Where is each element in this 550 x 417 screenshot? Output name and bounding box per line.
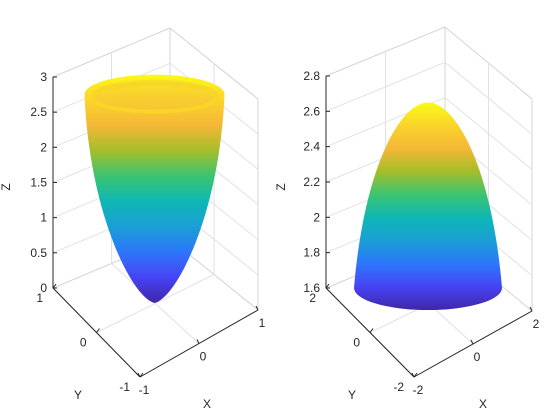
y-tick-label: -2: [393, 380, 404, 394]
z-tick-label: 2: [40, 140, 47, 154]
x-axis-label: X: [479, 397, 487, 411]
x-tick-label: 1: [259, 316, 266, 330]
z-tick-label: 1.6: [303, 281, 320, 295]
bowl-rim: [90, 81, 219, 114]
x-tick-mark: [137, 372, 141, 378]
x-tick-label: 0: [200, 350, 207, 364]
y-tick-mark: [139, 372, 144, 378]
z-tick-label: 2.6: [303, 104, 320, 118]
z-tick-label: 2: [313, 210, 320, 224]
y-tick-mark: [325, 283, 330, 289]
z-axis-label: Z: [274, 183, 288, 190]
z-tick-label: 1: [40, 211, 47, 225]
x-tick-mark: [255, 305, 259, 311]
z-axis-label: Z: [0, 183, 13, 190]
z-tick-label: 0.5: [30, 246, 47, 260]
z-tick-label: 2.5: [30, 105, 47, 119]
y-tick-mark: [52, 283, 57, 289]
x-tick-label: -2: [413, 383, 424, 397]
y-axis-label: Y: [348, 388, 356, 402]
x-tick-mark: [529, 306, 533, 312]
right-surface-plot: 1.6 1.8 2 2.2 2.4 2.6 2.8 -2 0 2 -2 0 2 X Y Z: [274, 26, 540, 411]
y-tick-label: 2: [309, 291, 316, 305]
bowl-surface: [84, 74, 225, 303]
dome-surface: [354, 102, 502, 310]
z-tick-label: 1.5: [30, 176, 47, 190]
x-tick-label: -1: [139, 383, 150, 397]
x-tick-label: 0: [474, 350, 481, 364]
y-tick-label: 1: [36, 291, 43, 305]
x-tick-mark: [470, 339, 474, 345]
z-tick-label: 3: [40, 70, 47, 84]
y-tick-label: 0: [80, 336, 87, 350]
y-tick-label: -1: [119, 380, 130, 394]
z-gridline: [325, 97, 533, 171]
z-tick-label: 0: [40, 281, 47, 295]
z-tick-label: 2.4: [303, 140, 320, 154]
z-tick-label: 2.8: [303, 69, 320, 83]
x-tick-label: 2: [533, 317, 540, 331]
z-gridline: [325, 61, 533, 135]
floor-gridline: [111, 263, 200, 344]
y-tick-mark: [96, 328, 100, 333]
y-tick-label: 0: [353, 336, 360, 350]
x-tick-mark: [411, 372, 415, 378]
z-tick-label: 1.8: [303, 246, 320, 260]
y-tick-mark: [413, 372, 418, 378]
z-tick-label: 2.2: [303, 175, 320, 189]
y-axis-label: Y: [74, 388, 82, 402]
y-tick-mark: [369, 328, 374, 333]
x-tick-mark: [196, 339, 200, 344]
x-axis-label: X: [203, 397, 211, 411]
